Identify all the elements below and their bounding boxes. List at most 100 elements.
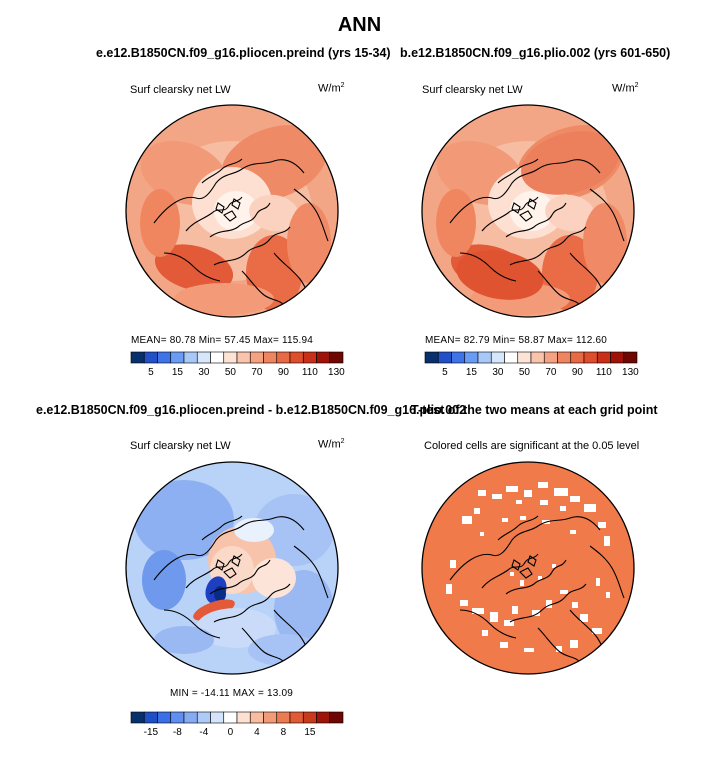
colorbar-swatch	[130, 711, 145, 724]
colorbar-swatch	[289, 711, 304, 724]
not-significant-cell	[580, 614, 588, 622]
not-significant-cell	[572, 602, 578, 608]
colorbar-swatch	[130, 351, 145, 364]
colorbar-swatch	[263, 711, 278, 724]
coastline	[449, 516, 601, 581]
colorbar-tick-label: 50	[225, 367, 237, 378]
colorbar-swatch	[451, 351, 466, 364]
coastline	[459, 252, 517, 282]
not-significant-cell	[606, 592, 610, 598]
field-patch	[142, 550, 186, 610]
not-significant-cell	[520, 516, 526, 520]
not-significant-cell	[598, 522, 606, 528]
colorbar-swatch	[183, 351, 198, 364]
colorbar-swatch	[196, 711, 211, 724]
field-group	[134, 480, 334, 666]
coastline-group	[449, 515, 625, 667]
coastline	[185, 196, 243, 232]
colorbar-swatch	[249, 711, 264, 724]
coastline	[481, 553, 539, 589]
stats-bottom-left: MIN = -14.11 MAX = 13.09	[170, 688, 294, 699]
colorbar-swatch	[530, 351, 545, 364]
colorbar-top-left: 5 15 30 50 70 90 110 130	[130, 351, 345, 378]
not-significant-cell	[560, 590, 568, 594]
not-significant-cell	[450, 560, 456, 568]
coastline-group	[153, 515, 329, 667]
colorbar-tick-label: -15	[144, 727, 159, 738]
figure-title: ANN	[337, 14, 382, 36]
coastline	[241, 270, 287, 308]
field-patch	[134, 480, 234, 560]
coastline	[509, 583, 587, 623]
not-significant-cell	[460, 600, 468, 606]
polar-map-top-left	[125, 104, 339, 318]
significance-note: Colored cells are significant at the 0.0…	[424, 440, 640, 452]
not-significant-cell	[516, 500, 522, 504]
field-patch	[545, 194, 595, 232]
units-top-left: W/m2	[318, 82, 345, 95]
field-patch	[234, 518, 274, 542]
not-significant-cell	[524, 648, 534, 652]
field-patch	[287, 203, 331, 283]
colorbar-tick-label: 130	[622, 367, 639, 378]
colorbar-swatch	[236, 351, 251, 364]
coastline-group	[449, 158, 625, 310]
not-significant-cell	[480, 532, 484, 536]
not-significant-cell	[506, 486, 518, 492]
colorbar-swatch	[464, 351, 479, 364]
not-significant-cell	[520, 580, 524, 586]
colorbar-top-right: 5 15 30 50 70 90 110 130	[424, 351, 639, 378]
colorbar-swatch	[210, 711, 225, 724]
units-bottom-left: W/m2	[318, 438, 345, 451]
polar-map-bottom-left	[125, 461, 339, 675]
colorbar-tick-label: 70	[545, 367, 557, 378]
coastline	[231, 555, 241, 567]
coastline	[537, 270, 583, 308]
not-significant-cell	[502, 518, 508, 522]
not-significant-cell	[472, 608, 484, 614]
colorbar-swatch	[504, 351, 519, 364]
colorbar-tick-label: 4	[254, 727, 260, 738]
coastline	[527, 555, 537, 567]
colorbar-swatch	[143, 351, 158, 364]
not-significant-cell	[474, 508, 480, 514]
field-group	[140, 125, 331, 315]
colorbar-swatch	[210, 351, 225, 364]
colorbar-tick-label: 15	[172, 367, 184, 378]
polar-map-top-right	[421, 104, 635, 318]
not-significant-cell	[504, 620, 514, 626]
not-significant-cell	[570, 530, 576, 534]
colorbar-swatch	[302, 351, 317, 364]
colorbar-swatch	[157, 351, 172, 364]
colorbar-tick-label: 5	[442, 367, 448, 378]
colorbar-tick-label: 0	[228, 727, 234, 738]
colorbar-swatch	[477, 351, 492, 364]
colorbar-swatch	[276, 711, 291, 724]
not-significant-cell	[512, 606, 518, 614]
polar-map-bottom-right	[421, 461, 635, 675]
not-significant-cell	[446, 584, 452, 594]
colorbar-swatch	[490, 351, 505, 364]
colorbar-tick-label: -4	[199, 727, 208, 738]
field-group	[436, 125, 627, 315]
colorbar-swatch	[424, 351, 439, 364]
colorbar-swatch	[170, 351, 185, 364]
not-significant-cell	[604, 536, 610, 546]
colorbar-swatch	[596, 351, 611, 364]
colorbar-tick-label: 8	[281, 727, 287, 738]
colorbar-swatch	[557, 351, 572, 364]
coastline	[185, 553, 243, 589]
colorbar-swatch	[329, 711, 344, 724]
colorbar-tick-label: 90	[278, 367, 290, 378]
not-significant-cell	[570, 496, 580, 502]
not-significant-cell	[552, 564, 556, 568]
colorbar-swatch	[316, 351, 331, 364]
colorbar-swatch	[263, 351, 278, 364]
coastline	[163, 609, 221, 639]
colorbar-swatch	[543, 351, 558, 364]
coastline	[511, 559, 521, 571]
not-significant-cell	[554, 488, 568, 496]
variable-label-bottom-left: Surf clearsky net LW	[130, 440, 231, 452]
field-patch	[521, 131, 619, 195]
coastline	[153, 159, 305, 224]
